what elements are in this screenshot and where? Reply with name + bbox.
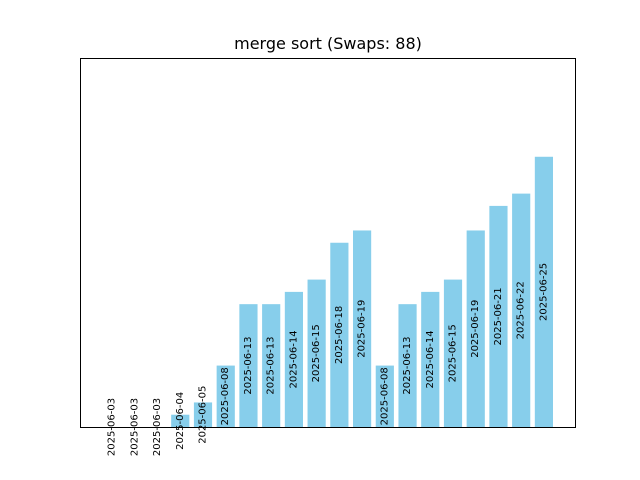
bar-label-15: 2025-06-15 [448,324,459,382]
bar-8 [284,291,303,427]
bar-15 [443,279,463,427]
bar-label-4: 2025-06-05 [198,386,209,444]
bar-18 [512,193,531,427]
bar-3 [171,414,190,427]
bar-label-18: 2025-06-22 [516,281,527,339]
bar-label-17: 2025-06-21 [493,287,504,345]
bar-13 [398,304,417,427]
bar-10 [330,242,349,427]
plot-frame [80,58,576,428]
bar-6 [239,304,258,427]
bar-4 [193,402,213,427]
bar-12 [375,365,394,427]
bar-label-7: 2025-06-13 [266,337,277,395]
bar-9 [307,279,326,427]
bars-group [171,156,553,427]
bar-14 [421,291,440,427]
bar-label-10: 2025-06-18 [334,306,345,364]
bar-label-9: 2025-06-15 [311,324,322,382]
bar-label-5: 2025-06-08 [220,367,231,425]
bar-5 [216,365,235,427]
chart-title: merge sort (Swaps: 88) [234,34,422,53]
bar-11 [353,230,372,427]
bar-label-8: 2025-06-14 [288,330,299,388]
bar-label-19: 2025-06-25 [538,263,549,321]
bar-7 [262,304,281,427]
bar-label-11: 2025-06-19 [357,300,368,358]
bar-label-12: 2025-06-08 [379,367,390,425]
bar-label-13: 2025-06-13 [402,337,413,395]
bar-label-6: 2025-06-13 [243,337,254,395]
bar-16 [466,230,485,427]
bar-19 [534,156,553,427]
bar-label-14: 2025-06-14 [425,330,436,388]
bar-17 [489,205,508,427]
bar-label-3: 2025-06-04 [175,392,186,450]
bar-label-16: 2025-06-19 [470,300,481,358]
